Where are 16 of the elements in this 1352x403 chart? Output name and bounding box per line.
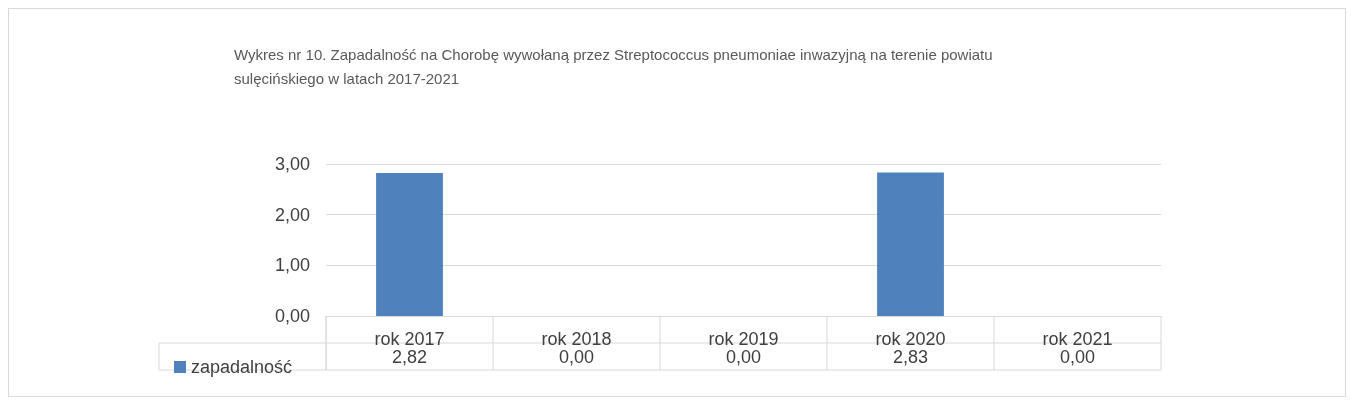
legend-label: zapadalność <box>191 357 293 377</box>
x-tick-label: rok 2021 <box>1042 329 1113 349</box>
x-tick-label: rok 2018 <box>541 329 612 349</box>
text: 0,00 <box>725 346 762 367</box>
chart-title: Wykres nr 10. Zapadalność na Chorobę wywołaną przez Streptococcus pneumoniae inwazyjną na terenie powiatu sulęcińskiego w latach 2017-2021 <box>234 45 997 87</box>
y-tick-label: 0,00 <box>274 306 310 326</box>
y-tick-label: 1,00 <box>274 255 310 276</box>
x-tick-label: rok 2017 <box>374 329 445 349</box>
text: 0,00 <box>1059 346 1096 367</box>
y-tick-label: 2,00 <box>274 204 310 225</box>
y-tick-label: 3,00 <box>274 154 310 174</box>
text: 0,00 <box>558 346 595 367</box>
x-tick-label: rok 2020 <box>875 329 946 349</box>
x-tick-label: rok 2019 <box>708 329 779 349</box>
text: 2,82 <box>391 346 428 367</box>
text: 2,83 <box>892 346 929 367</box>
